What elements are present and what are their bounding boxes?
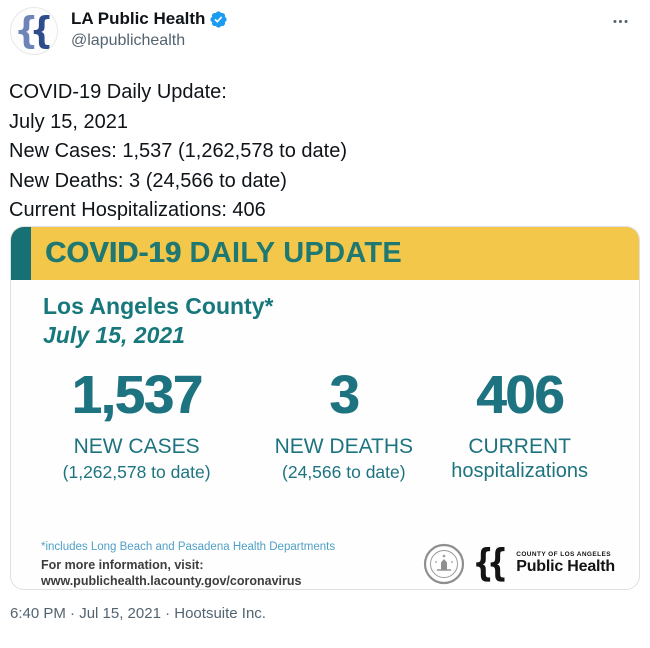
- stat-new-cases: 1,537 NEW CASES (1,262,578 to date): [11, 368, 262, 483]
- tweet: {{ LA Public Health @lapublichealth COVI…: [0, 0, 650, 622]
- stat-value: 1,537: [71, 364, 203, 425]
- card-date: July 15, 2021: [43, 322, 185, 349]
- stat-label: NEW DEATHS: [274, 434, 414, 458]
- more-menu-button[interactable]: [607, 8, 634, 40]
- stat-label: CURRENT: [468, 434, 571, 458]
- card-footer: *includes Long Beach and Pasadena Health…: [41, 539, 615, 589]
- tweet-text-line: New Cases: 1,537 (1,262,578 to date): [9, 140, 347, 162]
- stat-sub: (1,262,578 to date): [62, 461, 211, 482]
- card-body: Los Angeles County* July 15, 2021 1,537 …: [11, 292, 639, 589]
- stat-value: 3: [329, 364, 359, 425]
- verified-badge-icon: [210, 10, 228, 28]
- display-name[interactable]: LA Public Health: [71, 9, 206, 28]
- tweet-text-line: Current Hospitalizations: 406: [9, 199, 266, 221]
- card-header-band: COVID-19 DAILY UPDATE: [11, 226, 639, 280]
- la-county-seal-icon: [423, 543, 464, 584]
- author-block: LA Public Health @lapublichealth: [71, 7, 228, 50]
- tweet-text-line: July 15, 2021: [9, 110, 128, 133]
- tweet-header: {{ LA Public Health @lapublichealth: [0, 0, 650, 55]
- tweet-text-line: New Deaths: 3 (24,566 to date): [9, 169, 287, 192]
- stat-sub: (24,566 to date): [282, 461, 406, 482]
- la-public-health-logo-icon: {{: [14, 9, 54, 53]
- public-health-logo-text: COUNTY OF LOS ANGELES Public Health: [516, 551, 615, 576]
- logo-public-health-line: Public Health: [516, 558, 615, 576]
- card-title: COVID-19 DAILY UPDATE: [45, 236, 403, 269]
- timestamp[interactable]: 6:40 PM · Jul 15, 2021 · Hootsuite Inc.: [10, 604, 266, 622]
- stats-row: 1,537 NEW CASES (1,262,578 to date) 3 NE…: [11, 368, 639, 483]
- stat-current-hospitalizations: 406 CURRENT hospitalizations: [425, 368, 613, 483]
- public-health-logo-icon: {{: [472, 541, 509, 585]
- footnote-departments: *includes Long Beach and Pasadena Health…: [41, 540, 336, 553]
- stat-label: NEW CASES: [73, 434, 200, 458]
- stat-value: 406: [476, 364, 564, 425]
- tweet-text: COVID-19 Daily Update: July 15, 2021 New…: [9, 78, 638, 226]
- covid-update-card[interactable]: COVID-19 DAILY UPDATE Los Angeles County…: [10, 225, 640, 590]
- footnote-more-info: For more information, visit: www.publich…: [41, 557, 302, 588]
- card-subtitle: Los Angeles County*: [43, 292, 274, 319]
- avatar[interactable]: {{: [10, 7, 58, 55]
- card-footnotes: *includes Long Beach and Pasadena Health…: [41, 539, 423, 589]
- more-icon: [613, 19, 628, 24]
- stat-sub: hospitalizations: [451, 459, 589, 482]
- user-handle[interactable]: @lapublichealth: [71, 32, 186, 49]
- logo-county-line: COUNTY OF LOS ANGELES: [516, 551, 611, 559]
- card-logos: {{ COUNTY OF LOS ANGELES Public Health: [423, 543, 615, 589]
- stat-new-deaths: 3 NEW DEATHS (24,566 to date): [262, 368, 425, 483]
- band-accent-bar: [11, 226, 31, 280]
- tweet-text-line: COVID-19 Daily Update:: [9, 81, 227, 103]
